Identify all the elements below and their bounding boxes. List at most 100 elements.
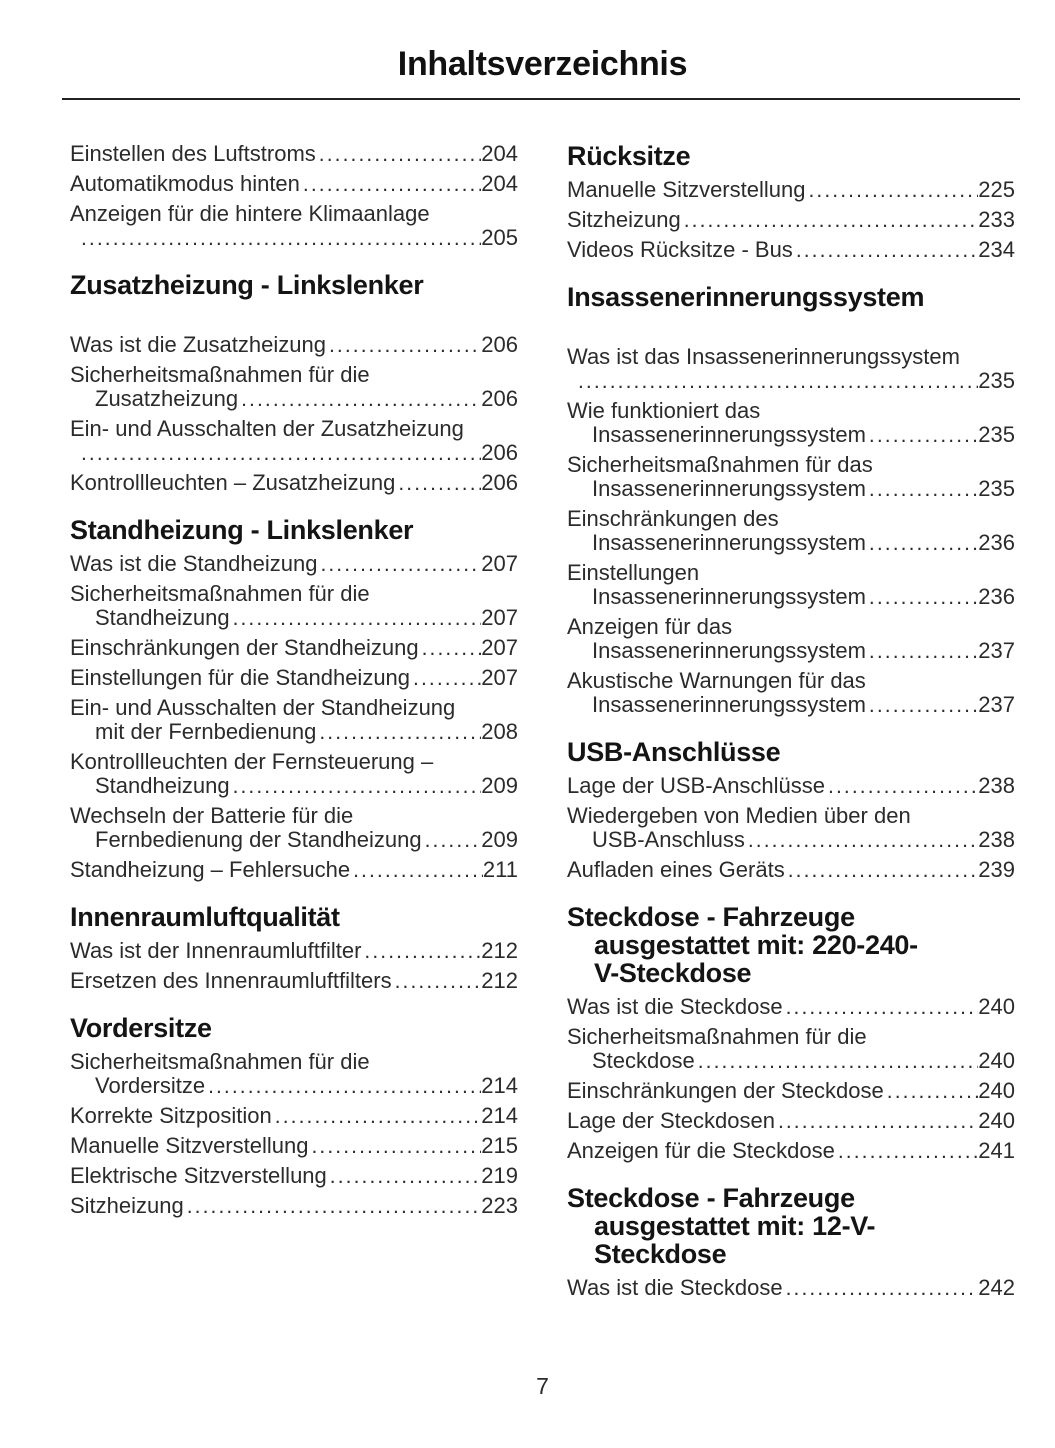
toc-entry-text: Vordersitze (95, 1073, 206, 1098)
toc-entry-row: Steckdose 240 (567, 1049, 1015, 1074)
toc-page-ref: 240 (978, 994, 1015, 1019)
dot-leader (869, 693, 978, 718)
toc-entry: Ersetzen des Innenraumluftfilters 212 (70, 969, 518, 994)
section-heading-line: V-Steckdose (594, 958, 752, 988)
toc-entry: Korrekte Sitzposition 214 (70, 1104, 518, 1129)
dot-leader (869, 477, 978, 502)
toc-column-left: Einstellen des Luftstroms204 Automatikmod… (70, 142, 518, 1306)
toc-entry-row: Standheizung – Fehlersuche 211 (70, 858, 518, 883)
toc-entry-text: Wechseln der Batterie für die (70, 803, 354, 828)
section-heading-line: Steckdose - Fahrzeuge (567, 1183, 855, 1213)
dot-leader (208, 1074, 481, 1099)
toc-page-ref: 209 (481, 773, 518, 798)
toc-entry: Einschränkungen der Steckdose 240 (567, 1079, 1015, 1104)
toc-entry-text: Ein- und Ausschalten der Standheizung (70, 695, 456, 720)
toc-page-ref: 214 (481, 1103, 518, 1128)
toc-entry-row: 235 (567, 369, 1015, 394)
dot-leader (869, 531, 978, 556)
toc-page-ref: 242 (978, 1275, 1015, 1300)
dot-leader (413, 666, 481, 691)
toc-entry-text: Standheizung (95, 605, 230, 630)
toc-entry: Einschränkungen des Insassenerinnerungssy… (567, 507, 1015, 556)
dot-leader (869, 423, 978, 448)
toc-entry-text: Lage der Steckdosen (567, 1108, 775, 1133)
toc-entry: Sitzheizung 223 (70, 1194, 518, 1219)
section-heading: Innenraumluftqualität (70, 903, 518, 931)
toc-page-ref: 236 (978, 584, 1015, 609)
toc-entry-row: Standheizung 209 (70, 774, 518, 799)
toc-entry-text: Kontrollleuchten der Fernsteuerung – (70, 749, 434, 774)
toc-page-ref: 235 (978, 368, 1015, 393)
toc-entry-text: Einstellungen für die Standheizung (70, 665, 411, 690)
toc-entry: Wechseln der Batterie für die Fernbedienu… (70, 804, 518, 853)
toc-entry-row: Automatikmodus hinten 204 (70, 172, 518, 197)
toc-entry-text: Wiedergeben von Medien über den (567, 803, 911, 828)
dot-leader (869, 639, 978, 664)
toc-page-ref: 209 (481, 827, 518, 852)
toc-entry: Manuelle Sitzverstellung 215 (70, 1134, 518, 1159)
toc-section: Einstellen des Luftstroms204 Automatikmod… (70, 142, 518, 251)
toc-entry-row: Insassenerinnerungssystem 236 (567, 531, 1015, 556)
toc-entry-row: Einstellungen für die Standheizung 207 (70, 666, 518, 691)
toc-entry-row: Einschränkungen der Standheizung 207 (70, 636, 518, 661)
toc-entry-text: Steckdose (592, 1048, 695, 1073)
section-heading: Standheizung - Linkslenker (70, 516, 518, 544)
toc-page-ref: 235 (978, 422, 1015, 447)
toc-page-ref: 208 (481, 719, 518, 744)
dot-leader (786, 995, 979, 1020)
toc-entry-row: Insassenerinnerungssystem 237 (567, 639, 1015, 664)
toc-entry-row: Elektrische Sitzverstellung 219 (70, 1164, 518, 1189)
dot-leader (788, 858, 979, 883)
dot-leader (887, 1079, 979, 1104)
toc-entry: Ein- und Ausschalten der Zusatzheizung 20… (70, 417, 518, 466)
section-heading: Rücksitze (567, 142, 1015, 170)
dot-leader (364, 939, 481, 964)
dot-leader (311, 1134, 481, 1159)
section-heading-line: Insassenerinnerungssystem (567, 282, 925, 312)
dot-leader (353, 858, 483, 883)
toc-entry-text: Ein- und Ausschalten der Zusatzheizung (70, 416, 464, 441)
toc-entry-text: Einstellungen (567, 560, 700, 585)
toc-entry: Was ist die Standheizung 207 (70, 552, 518, 577)
toc-entry-row: Videos Rücksitze - Bus 234 (567, 238, 1015, 263)
toc-entry-row: Sitzheizung 233 (567, 208, 1015, 233)
toc-entry-text: Was ist die Standheizung (70, 551, 318, 576)
toc-entry-text: Zusatzheizung (95, 386, 239, 411)
toc-page-ref: 206 (481, 470, 518, 495)
toc-entry-row: mit der Fernbedienung 208 (70, 720, 518, 745)
dot-leader (233, 606, 482, 631)
toc-entry-text: Was ist die Steckdose (567, 1275, 783, 1300)
toc-entry-text: Anzeigen für die Steckdose (567, 1138, 835, 1163)
toc-entry-text: Insassenerinnerungssystem (592, 692, 866, 717)
toc-page-ref: 212 (481, 938, 518, 963)
toc-entry: Lage der USB-Anschlüsse 238 (567, 774, 1015, 799)
toc-entry-text: Einschränkungen der Steckdose (567, 1078, 884, 1103)
toc-page-ref: 237 (978, 638, 1015, 663)
toc-entry-row: Manuelle Sitzverstellung 225 (567, 178, 1015, 203)
toc-entry: Videos Rücksitze - Bus 234 (567, 238, 1015, 263)
dot-leader (796, 238, 978, 263)
toc-entry-text: Sicherheitsmaßnahmen für die (567, 1024, 867, 1049)
toc-entry: Was ist die Steckdose 242 (567, 1276, 1015, 1301)
toc-entry-row: Kontrollleuchten – Zusatzheizung 206 (70, 471, 518, 496)
dot-leader (187, 1194, 482, 1219)
toc-entry-row: Einstellen des Luftstroms 204 (70, 142, 518, 167)
toc-entry-row: Vordersitze 214 (70, 1074, 518, 1099)
dot-leader (422, 636, 482, 661)
toc-entry-text: Insassenerinnerungssystem (592, 422, 866, 447)
toc-entry: Manuelle Sitzverstellung 225 (567, 178, 1015, 203)
dot-leader (275, 1104, 482, 1129)
toc-section: Steckdose - Fahrzeuge ausgestattet mit: 2… (567, 903, 1015, 1164)
dot-leader (786, 1276, 979, 1301)
section-heading: Steckdose - Fahrzeuge ausgestattet mit: 1… (567, 1184, 1015, 1268)
toc-page-ref: 205 (481, 225, 518, 250)
toc-entry-text: Standheizung (95, 773, 230, 798)
toc-entry-text: Insassenerinnerungssystem (592, 476, 866, 501)
section-heading: Insassenerinnerungssystem (567, 283, 1015, 311)
toc-column-right: Rücksitze Manuelle Sitzverstellung 225 Sitz… (567, 142, 1015, 1306)
section-heading-line: Innenraumluftqualität (70, 902, 340, 932)
section-heading-line: ausgestattet mit: 12-V- (594, 1211, 876, 1241)
toc-page-ref: 237 (978, 692, 1015, 717)
toc-entry: Kontrollleuchten der Fernsteuerung – Stan… (70, 750, 518, 799)
